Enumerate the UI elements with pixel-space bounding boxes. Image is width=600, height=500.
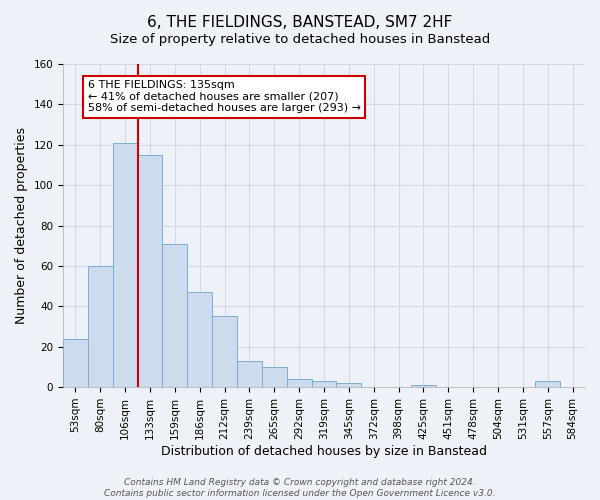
Text: 6 THE FIELDINGS: 135sqm
← 41% of detached houses are smaller (207)
58% of semi-d: 6 THE FIELDINGS: 135sqm ← 41% of detache…: [88, 80, 361, 114]
Bar: [63, 338, 88, 387]
Bar: [287, 379, 311, 387]
Bar: [137, 155, 163, 387]
Y-axis label: Number of detached properties: Number of detached properties: [15, 127, 28, 324]
Text: Size of property relative to detached houses in Banstead: Size of property relative to detached ho…: [110, 32, 490, 46]
Bar: [311, 381, 337, 387]
Bar: [535, 381, 560, 387]
Bar: [212, 316, 237, 387]
Bar: [88, 266, 113, 387]
Bar: [262, 367, 287, 387]
Text: 6, THE FIELDINGS, BANSTEAD, SM7 2HF: 6, THE FIELDINGS, BANSTEAD, SM7 2HF: [148, 15, 452, 30]
Bar: [411, 385, 436, 387]
Bar: [163, 244, 187, 387]
X-axis label: Distribution of detached houses by size in Banstead: Distribution of detached houses by size …: [161, 444, 487, 458]
Bar: [337, 383, 361, 387]
Text: Contains HM Land Registry data © Crown copyright and database right 2024.
Contai: Contains HM Land Registry data © Crown c…: [104, 478, 496, 498]
Bar: [187, 292, 212, 387]
Bar: [113, 143, 137, 387]
Bar: [237, 361, 262, 387]
